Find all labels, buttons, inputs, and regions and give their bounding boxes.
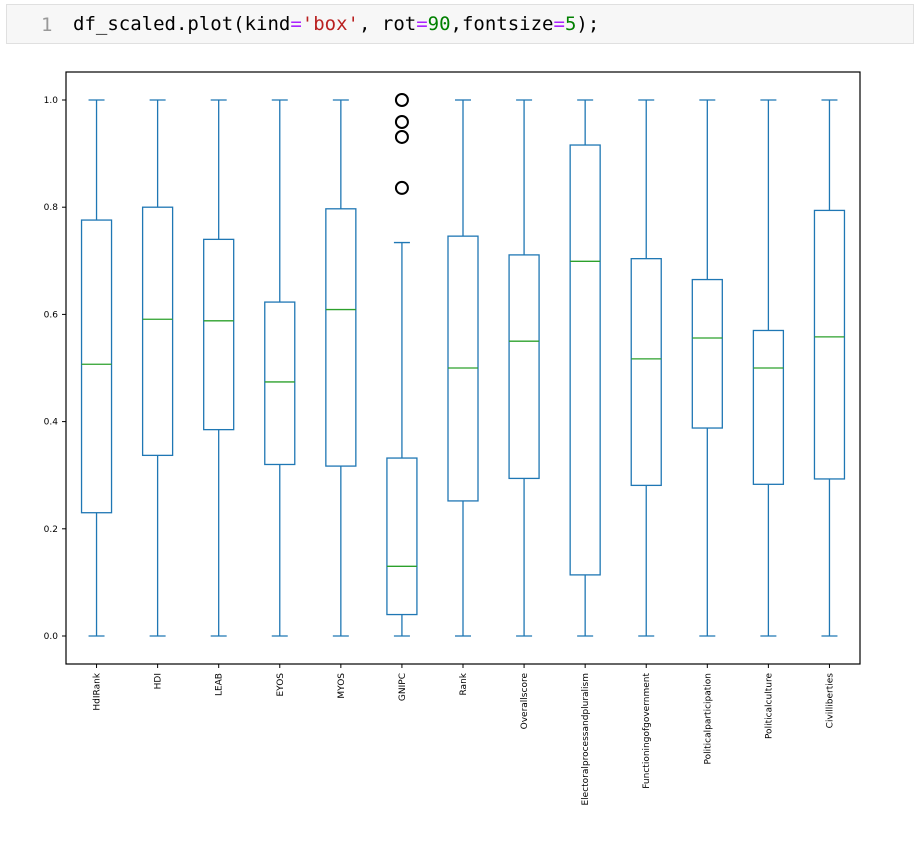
iqr-box	[569, 144, 601, 576]
y-tick-label: 0.0	[44, 632, 59, 642]
y-tick-label: 0.8	[44, 203, 59, 213]
x-tick-label: EYOS	[276, 673, 286, 697]
x-tick-label: Politicalculture	[764, 673, 774, 739]
outlier-point	[394, 114, 409, 129]
code-input[interactable]: df_scaled.plot(kind='box', rot=90,fontsi…	[73, 13, 599, 35]
iqr-box	[203, 238, 235, 431]
x-tick-label: Civilliberties	[825, 673, 835, 729]
x-tick-label: HdIRank	[93, 672, 103, 710]
code-token: =	[290, 13, 302, 35]
iqr-box	[264, 301, 296, 466]
iqr-box	[508, 254, 540, 480]
code-cell[interactable]: 1 df_scaled.plot(kind='box', rot=90,font…	[6, 4, 914, 44]
y-tick-label: 0.6	[44, 310, 59, 320]
x-tick-label: Functioningofgovernment	[642, 673, 652, 789]
x-tick-label: MYOS	[337, 673, 347, 699]
code-token: ,fontsize	[450, 13, 554, 35]
outlier-point	[394, 93, 409, 107]
iqr-box	[80, 219, 113, 514]
code-token: 5	[564, 13, 577, 35]
code-token: =	[416, 13, 428, 35]
y-tick-label: 0.2	[44, 525, 58, 535]
code-token: );	[576, 13, 600, 35]
x-tick-label: LEAB	[215, 673, 225, 696]
code-token: , rot	[359, 13, 417, 35]
iqr-box	[325, 208, 357, 467]
x-tick-label: Electoralprocessandpluralism	[581, 673, 591, 806]
x-tick-label: GNIPC	[398, 673, 408, 701]
outlier-point	[394, 180, 409, 195]
x-tick-label: Rank	[459, 672, 469, 695]
x-tick-label: Overallscore	[520, 673, 530, 730]
iqr-box	[386, 457, 418, 616]
x-tick-label: Politicalparticipation	[703, 673, 713, 764]
iqr-box	[752, 329, 785, 485]
iqr-box	[691, 278, 723, 429]
cell-prompt-number: 1	[41, 14, 53, 36]
y-tick-label: 1.0	[44, 96, 59, 106]
code-token: 90	[427, 13, 451, 35]
y-tick-label: 0.4	[44, 418, 59, 428]
x-tick-label: HDI	[154, 673, 164, 689]
outlier-point	[394, 129, 409, 144]
iqr-box	[813, 209, 846, 480]
iqr-box	[141, 206, 174, 457]
code-token: 'box'	[301, 13, 359, 35]
code-token: df_scaled.plot(kind	[73, 13, 291, 35]
iqr-box	[630, 258, 662, 487]
code-token: =	[553, 13, 565, 35]
